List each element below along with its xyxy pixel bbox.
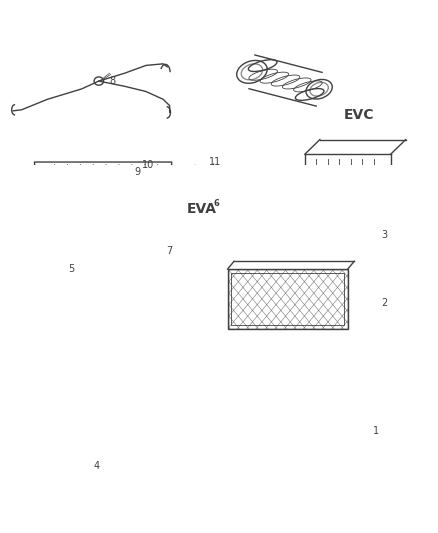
Text: 10: 10 xyxy=(142,160,155,169)
Bar xyxy=(4,165,434,269)
Text: 3: 3 xyxy=(381,230,387,240)
Text: EVA: EVA xyxy=(187,202,217,216)
Text: 7: 7 xyxy=(166,246,173,256)
Text: 5: 5 xyxy=(68,264,74,274)
Text: 2: 2 xyxy=(381,298,387,308)
Bar xyxy=(348,269,438,329)
Text: 1: 1 xyxy=(373,426,379,436)
Bar xyxy=(228,269,348,329)
Text: Jeep: Jeep xyxy=(339,192,357,201)
Text: EVC: EVC xyxy=(343,108,374,122)
Text: 11: 11 xyxy=(208,157,221,167)
Circle shape xyxy=(92,450,107,469)
Text: 8: 8 xyxy=(110,76,116,86)
Bar xyxy=(231,273,344,325)
Text: 4: 4 xyxy=(94,461,100,471)
Bar xyxy=(4,329,434,528)
Circle shape xyxy=(96,456,103,464)
Bar xyxy=(228,269,348,329)
Text: 6: 6 xyxy=(214,199,220,208)
Text: 9: 9 xyxy=(134,167,141,177)
Bar xyxy=(4,269,228,329)
